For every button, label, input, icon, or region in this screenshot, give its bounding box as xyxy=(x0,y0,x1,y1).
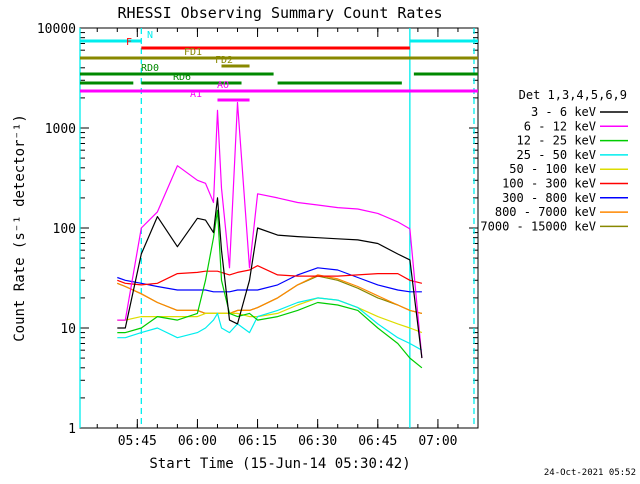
status-bar-label: F xyxy=(126,37,132,48)
y-tick-label: 1000 xyxy=(45,122,76,137)
legend-entry-label: 800 - 7000 keV xyxy=(495,205,596,219)
status-bar-label: FD1 xyxy=(184,47,202,58)
x-tick-label: 06:15 xyxy=(238,434,277,449)
timestamp-label: 24-Oct-2021 05:52 xyxy=(544,468,636,478)
chart-title: RHESSI Observing Summary Count Rates xyxy=(117,4,442,22)
legend-entry-label: 300 - 800 keV xyxy=(502,191,596,205)
status-bar-label: RD0 xyxy=(141,63,159,74)
x-tick-label: 06:00 xyxy=(178,434,217,449)
status-bar-label: AO xyxy=(217,80,229,91)
x-tick-label: 07:00 xyxy=(418,434,457,449)
series-line xyxy=(117,209,423,369)
series-line xyxy=(117,265,423,286)
plot-layer: 1 10 100 1000 10000 05:45 06:00 06:15 06:30 06:45… xyxy=(37,22,628,449)
y-tick-label: 100 xyxy=(53,222,76,237)
series-line xyxy=(117,297,423,334)
series-line xyxy=(117,197,423,359)
legend-entry-label: 50 - 100 keV xyxy=(509,162,596,176)
x-tick-label: 06:30 xyxy=(298,434,337,449)
status-bar-label: A1 xyxy=(190,89,202,100)
x-tick-label: 06:45 xyxy=(358,434,397,449)
legend-entry-label: 12 - 25 keV xyxy=(517,134,596,148)
plot-frame xyxy=(79,27,479,429)
series-line xyxy=(117,267,422,293)
y-tick-label: 1 xyxy=(68,422,76,437)
status-bar-label: RD6 xyxy=(173,72,191,83)
x-tick-label: 05:45 xyxy=(118,434,157,449)
legend-entry-label: 100 - 300 keV xyxy=(502,177,596,191)
legend-entry-label: 7000 - 15000 keV xyxy=(480,219,596,233)
legend-entry-label: 25 - 50 keV xyxy=(517,148,596,162)
y-tick-label: 10 xyxy=(60,322,76,337)
x-axis-label: Start Time (15-Jun-14 05:30:42) xyxy=(149,456,410,472)
status-bar-label: FD2 xyxy=(215,55,233,66)
legend-entry-label: 3 - 6 keV xyxy=(531,105,596,119)
series-line xyxy=(117,274,423,314)
series-line xyxy=(117,297,423,351)
legend-entry-label: 6 - 12 keV xyxy=(524,119,596,133)
series-line xyxy=(117,101,423,359)
legend-title: Det 1,3,4,5,6,9 xyxy=(519,88,627,102)
status-bar-label: N xyxy=(147,30,153,41)
y-axis-label: Count Rate (s⁻¹ detector⁻¹) xyxy=(12,114,28,342)
y-tick-label: 10000 xyxy=(37,22,76,37)
